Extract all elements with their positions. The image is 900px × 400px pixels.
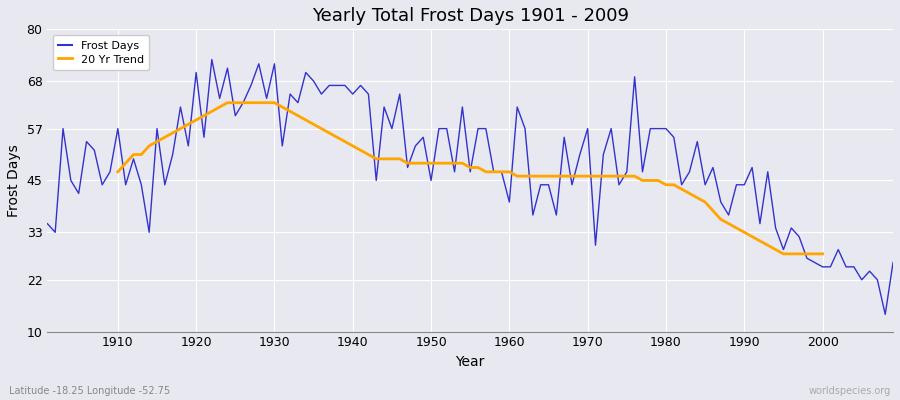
Title: Yearly Total Frost Days 1901 - 2009: Yearly Total Frost Days 1901 - 2009 (311, 7, 629, 25)
Text: worldspecies.org: worldspecies.org (809, 386, 891, 396)
X-axis label: Year: Year (455, 355, 485, 369)
Y-axis label: Frost Days: Frost Days (7, 144, 21, 217)
Text: Latitude -18.25 Longitude -52.75: Latitude -18.25 Longitude -52.75 (9, 386, 170, 396)
Legend: Frost Days, 20 Yr Trend: Frost Days, 20 Yr Trend (53, 35, 149, 70)
